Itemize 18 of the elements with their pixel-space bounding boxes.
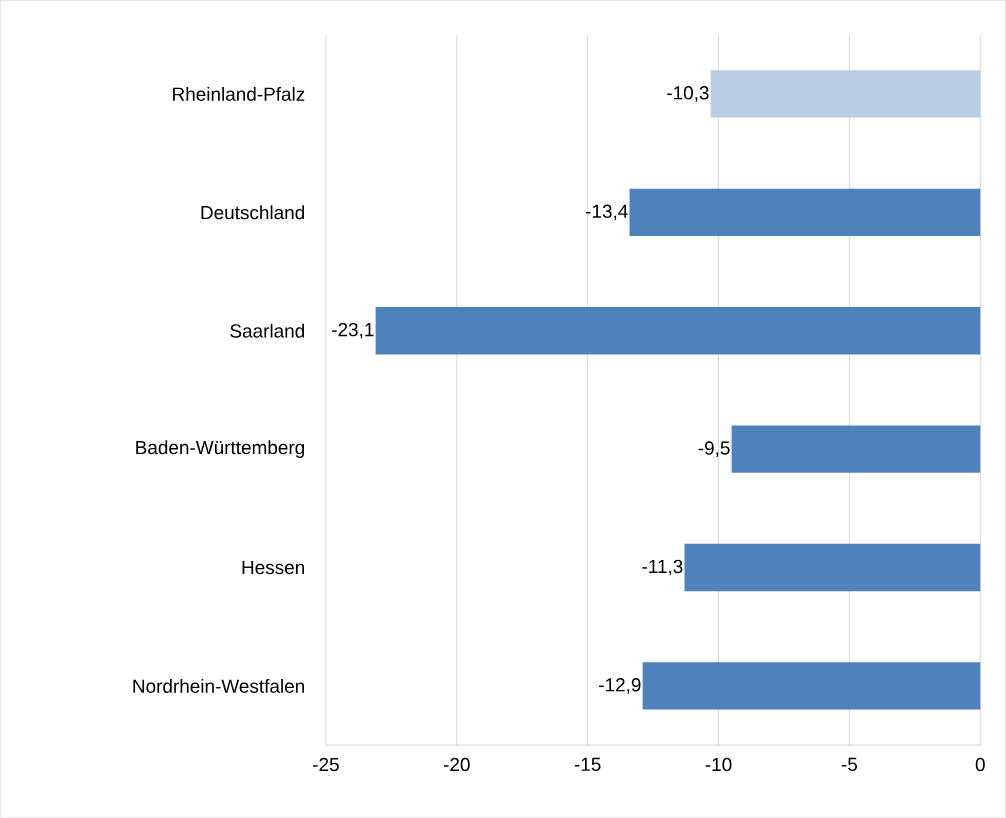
data-label: -23,1 bbox=[332, 322, 374, 339]
x-tick-label: -20 bbox=[443, 757, 470, 772]
x-tick-label: -15 bbox=[574, 757, 601, 772]
y-tick-label: Hessen bbox=[242, 561, 305, 575]
data-label: -12,9 bbox=[599, 678, 641, 694]
data-label: -13,4 bbox=[586, 204, 628, 221]
y-tick-label: Deutschland bbox=[201, 205, 304, 220]
y-tick-label: Rheinland-Pfalz bbox=[173, 87, 305, 101]
x-tick-label: 0 bbox=[975, 757, 985, 772]
y-tick-label: Baden-Württemberg bbox=[136, 440, 304, 459]
data-label: -9,5 bbox=[698, 441, 730, 458]
x-tick-label: -10 bbox=[705, 757, 732, 772]
data-label: -11,3 bbox=[642, 559, 683, 576]
x-tick-label: -25 bbox=[313, 757, 339, 772]
data-label: -10,3 bbox=[667, 86, 709, 102]
x-tick-label: -5 bbox=[841, 757, 858, 772]
y-tick-label: Saarland bbox=[230, 323, 304, 338]
y-tick-label: Nordrhein-Westfalen bbox=[133, 679, 304, 693]
